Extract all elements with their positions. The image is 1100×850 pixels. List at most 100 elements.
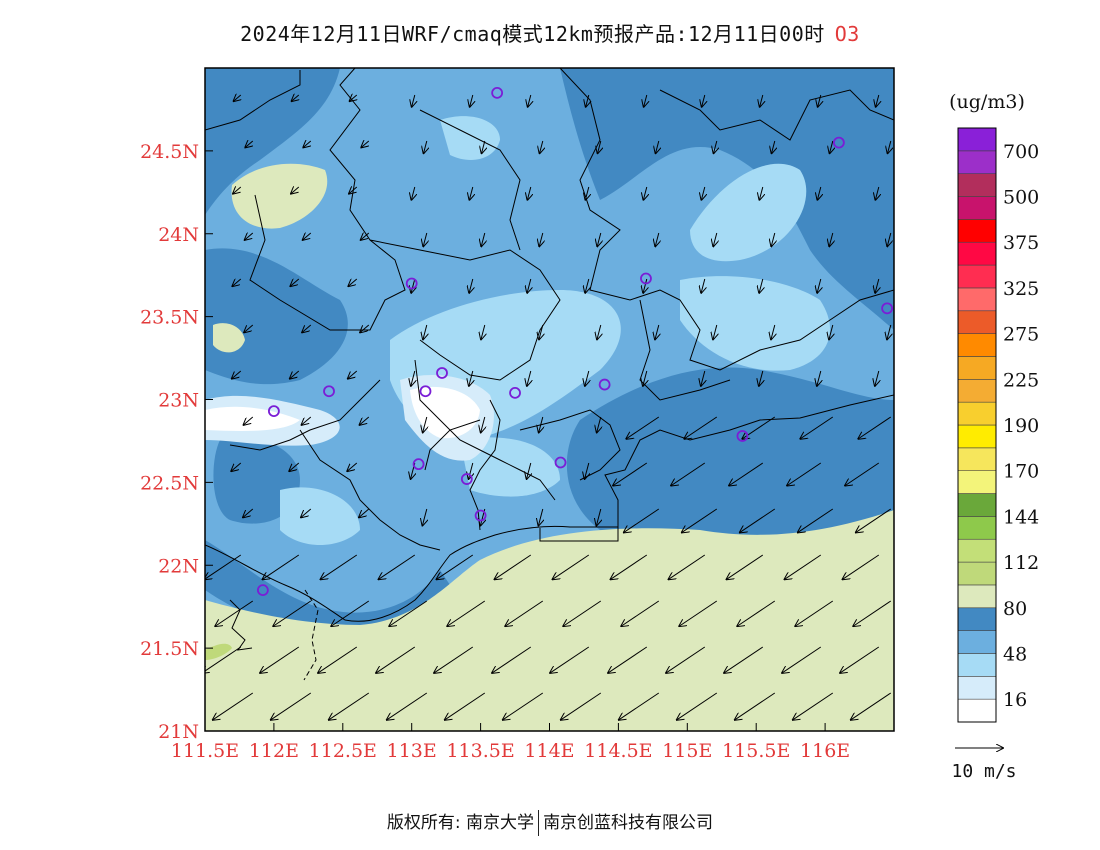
wind-arrow <box>644 94 647 107</box>
wind-arrow <box>817 370 821 386</box>
station-marker <box>412 458 425 471</box>
wind-arrow <box>528 94 531 107</box>
wind-arrow <box>215 600 254 626</box>
o3-concentration-field <box>205 68 894 731</box>
station-marker <box>474 509 487 522</box>
wind-arrow <box>291 187 300 194</box>
colorbar-bin <box>957 538 997 563</box>
wind-arrow <box>481 232 484 246</box>
x-tick-label: 115E <box>662 740 712 762</box>
wind-arrow <box>234 95 241 101</box>
wind-arrow <box>759 186 762 200</box>
wind-arrow <box>643 278 647 293</box>
colorbar-label: 80 <box>1003 598 1027 620</box>
station-marker <box>460 473 473 485</box>
wind-arrow <box>527 462 531 479</box>
wind-arrow <box>740 508 776 532</box>
wind-arrow <box>818 94 821 107</box>
wind-arrow <box>231 462 242 471</box>
colorbar-bin <box>957 698 997 723</box>
x-tick-label: 112.5E <box>309 740 377 762</box>
colorbar-bin <box>957 287 997 312</box>
wind-arrow <box>445 692 486 720</box>
wind-arrow <box>817 186 820 200</box>
wind-arrow <box>348 279 358 286</box>
wind-arrow <box>643 186 646 200</box>
wind-arrow <box>447 600 486 626</box>
wind-arrow <box>798 508 834 532</box>
y-tick-label: 23.5N <box>140 307 199 329</box>
colorbar-bin <box>957 424 997 449</box>
wind-arrow <box>563 600 602 626</box>
wind-arrow <box>714 140 717 153</box>
colorbar-bin <box>957 401 997 426</box>
x-tick-label: 114E <box>524 740 574 762</box>
wind-arrow <box>411 186 414 200</box>
wind-arrow <box>469 370 473 386</box>
wind-arrow <box>469 462 473 479</box>
x-axis: 111.5E 112E 112.5E 113E 113.5E 114E 114.5E 115E… <box>171 723 850 762</box>
wind-arrow <box>302 324 312 332</box>
wind-arrow <box>817 278 821 293</box>
x-tick-label: 112E <box>249 740 299 762</box>
wind-arrow <box>666 646 706 673</box>
wind-arrow <box>527 370 531 386</box>
wind-arrow <box>321 554 358 579</box>
wind-arrow <box>302 416 312 425</box>
y-tick-label: 21.5N <box>140 638 199 660</box>
colorbar-bin <box>957 630 997 654</box>
wind-arrow <box>684 416 718 439</box>
wind-arrow <box>505 600 544 626</box>
wind-arrow <box>233 187 242 194</box>
colorbar-label: 275 <box>1003 324 1039 346</box>
wind-arrow <box>481 324 485 339</box>
wind-arrow <box>888 140 891 153</box>
wind-arrow <box>643 370 647 386</box>
wind-arrow <box>423 232 426 246</box>
wind-arrow <box>292 95 299 101</box>
wind-arrow <box>613 462 648 486</box>
colorbar-bin <box>957 607 997 631</box>
station-marker <box>832 136 845 149</box>
wind-arrow <box>361 233 370 240</box>
colorbar-label: 190 <box>1003 415 1039 437</box>
colorbar-label: 325 <box>1003 278 1039 300</box>
wind-arrow <box>243 508 254 517</box>
station-marker <box>598 378 611 391</box>
wind-arrow <box>701 278 705 293</box>
wind-arrow <box>329 692 370 720</box>
wind-arrow <box>503 692 544 720</box>
wind-arrow <box>360 324 370 332</box>
colorbar-label: 112 <box>1003 552 1039 574</box>
wind-arrow <box>656 140 659 153</box>
wind-arrow <box>245 233 254 240</box>
wind-arrow <box>290 370 300 379</box>
wind-arrow <box>263 554 300 579</box>
y-tick-label: 24.5N <box>140 141 199 163</box>
colorbar-bin <box>957 584 997 609</box>
wind-arrow <box>359 508 370 517</box>
wind-arrow <box>244 324 254 332</box>
station-marker <box>881 302 894 315</box>
station-marker <box>256 584 269 597</box>
wind-arrow <box>853 600 892 626</box>
station-marker <box>736 430 749 442</box>
wind-arrow <box>759 370 763 386</box>
colorbar-bin <box>957 356 997 380</box>
wind-arrow <box>482 140 485 153</box>
wind-arrow <box>845 462 880 486</box>
wind-arrow <box>290 279 300 286</box>
wind-arrow <box>624 508 660 532</box>
wind-arrow <box>701 370 705 386</box>
wind-arrow <box>735 692 776 720</box>
wind-arrow <box>843 554 880 579</box>
wind-arrow <box>289 462 300 471</box>
wind-arrow <box>411 278 415 293</box>
wind-arrow <box>424 140 427 153</box>
wind-arrow <box>759 278 763 293</box>
wind-arrow <box>830 140 833 153</box>
wind-arrow <box>626 416 660 439</box>
wind-arrow <box>232 370 242 379</box>
wind-arrow <box>771 324 775 339</box>
